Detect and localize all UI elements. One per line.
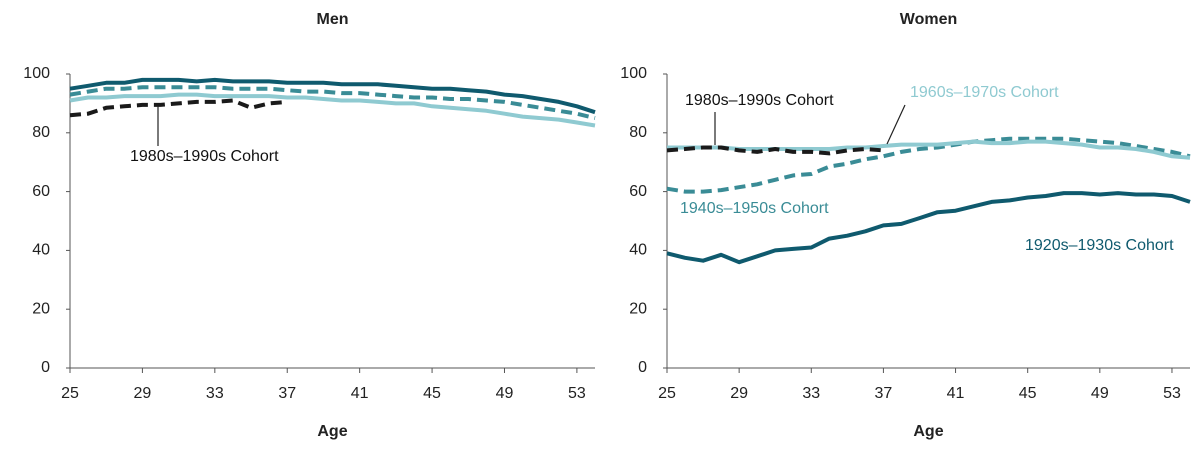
series-label: 1960s–1970s Cohort xyxy=(910,84,1059,101)
leader-line xyxy=(886,104,906,145)
x-axis-label: Age xyxy=(913,423,943,440)
series-line xyxy=(69,92,596,128)
x-axis-label: Age xyxy=(317,423,347,440)
series-line xyxy=(666,191,1191,265)
y-tick-label: 100 xyxy=(620,65,647,82)
y-tick-label: 40 xyxy=(629,242,647,259)
x-tick-label: 25 xyxy=(658,385,676,402)
x-tick-label: 49 xyxy=(1091,385,1109,402)
series-line xyxy=(69,98,288,118)
y-tick-label: 20 xyxy=(32,300,50,317)
x-tick-label: 33 xyxy=(802,385,820,402)
x-tick-label: 41 xyxy=(947,385,965,402)
series-label: 1980s–1990s Cohort xyxy=(685,92,834,109)
series-line xyxy=(666,136,1191,194)
series-label: 1940s–1950s Cohort xyxy=(680,200,829,217)
x-tick-label: 29 xyxy=(134,385,152,402)
y-tick-label: 80 xyxy=(32,124,50,141)
series-label: 1980s–1990s Cohort xyxy=(130,148,279,165)
x-tick-label: 45 xyxy=(1019,385,1037,402)
x-tick-label: 25 xyxy=(61,385,79,402)
y-tick-label: 0 xyxy=(41,359,50,376)
y-tick-label: 100 xyxy=(23,65,50,82)
x-tick-label: 53 xyxy=(568,385,586,402)
y-tick-label: 40 xyxy=(32,242,50,259)
y-tick-label: 60 xyxy=(32,183,50,200)
x-tick-label: 41 xyxy=(351,385,369,402)
x-tick-label: 53 xyxy=(1163,385,1181,402)
y-tick-label: 0 xyxy=(638,359,647,376)
y-tick-label: 60 xyxy=(629,183,647,200)
x-tick-label: 29 xyxy=(730,385,748,402)
series-line xyxy=(69,77,596,115)
x-tick-label: 49 xyxy=(496,385,514,402)
x-tick-label: 33 xyxy=(206,385,224,402)
chart-title: Women xyxy=(900,11,957,28)
x-tick-label: 45 xyxy=(423,385,441,402)
y-tick-label: 20 xyxy=(629,300,647,317)
x-tick-label: 37 xyxy=(278,385,296,402)
series-line xyxy=(666,145,884,156)
chart-title: Men xyxy=(317,11,349,28)
series-line xyxy=(69,85,596,121)
x-tick-label: 37 xyxy=(875,385,893,402)
series-line xyxy=(667,139,1191,160)
y-tick-label: 80 xyxy=(629,124,647,141)
series-label: 1920s–1930s Cohort xyxy=(1025,237,1174,254)
